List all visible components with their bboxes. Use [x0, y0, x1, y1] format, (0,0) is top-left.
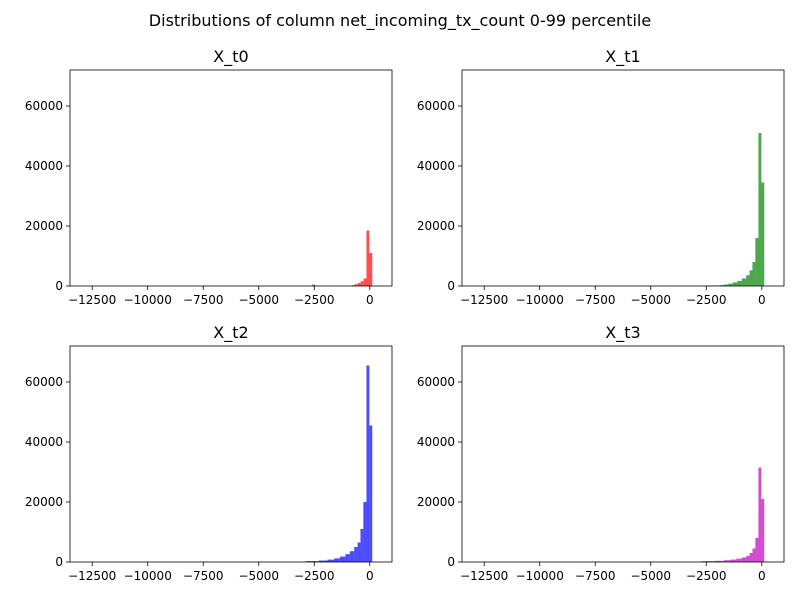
x-tick-label: 0: [366, 293, 374, 307]
histogram-bar: [761, 499, 764, 562]
subplot-title: X_t2: [213, 323, 248, 343]
x-tick-label: −12500: [460, 569, 508, 583]
histogram-bar: [366, 231, 369, 287]
histogram-bar: [750, 553, 753, 562]
histogram-bar: [361, 281, 364, 286]
x-tick-label: −7500: [183, 293, 224, 307]
x-tick-label: −12500: [68, 293, 116, 307]
y-tick-label: 20000: [25, 495, 63, 509]
y-tick-label: 0: [447, 279, 455, 293]
histogram-bar: [742, 279, 746, 287]
x-tick-label: −12500: [460, 293, 508, 307]
y-tick-label: 20000: [417, 219, 455, 233]
histogram-bar: [354, 547, 357, 562]
y-tick-label: 0: [55, 555, 63, 569]
y-tick-label: 20000: [417, 495, 455, 509]
y-tick-label: 0: [447, 555, 455, 569]
x-tick-label: −5000: [630, 293, 671, 307]
histogram-bar: [755, 238, 758, 286]
x-tick-label: −12500: [68, 569, 116, 583]
histogram-bar: [358, 543, 361, 563]
histogram-bar: [742, 558, 746, 563]
histogram-bar: [733, 282, 737, 286]
subplot-title: X_t1: [605, 47, 640, 67]
x-tick-label: −10000: [516, 293, 564, 307]
x-tick-label: −5000: [238, 293, 279, 307]
x-tick-label: −5000: [238, 569, 279, 583]
histogram-bar: [358, 283, 361, 286]
histogram-bar: [350, 551, 354, 562]
histogram-bar: [736, 559, 742, 562]
y-tick-label: 60000: [417, 375, 455, 389]
subplot-title: X_t3: [605, 323, 640, 343]
x-tick-label: −7500: [183, 569, 224, 583]
y-tick-label: 40000: [417, 159, 455, 173]
histogram-bar: [737, 281, 741, 286]
x-tick-label: 0: [758, 569, 766, 583]
y-tick-label: 60000: [25, 99, 63, 113]
histogram-bar: [334, 558, 340, 562]
y-tick-label: 20000: [25, 219, 63, 233]
y-tick-label: 0: [55, 279, 63, 293]
histogram-bar: [369, 426, 372, 563]
x-tick-label: −2500: [686, 293, 727, 307]
histogram-bar: [340, 557, 346, 562]
histogram-bar: [758, 133, 761, 286]
x-tick-label: −5000: [630, 569, 671, 583]
histogram-bar: [755, 538, 758, 562]
x-tick-label: −10000: [124, 569, 172, 583]
x-tick-label: 0: [758, 293, 766, 307]
y-tick-label: 40000: [25, 435, 63, 449]
histogram-bar: [758, 468, 761, 563]
x-tick-label: 0: [366, 569, 374, 583]
x-tick-label: −7500: [575, 293, 616, 307]
x-tick-label: −2500: [686, 569, 727, 583]
y-tick-label: 60000: [417, 99, 455, 113]
x-tick-label: −10000: [516, 569, 564, 583]
histogram-bar: [345, 554, 349, 562]
histogram-bar: [746, 556, 749, 562]
histogram-bar: [360, 529, 363, 562]
x-tick-label: −2500: [294, 569, 335, 583]
x-tick-label: −7500: [575, 569, 616, 583]
subplot-title: X_t0: [213, 47, 248, 67]
y-tick-label: 60000: [25, 375, 63, 389]
x-tick-label: −10000: [124, 293, 172, 307]
x-tick-label: −2500: [294, 293, 335, 307]
y-tick-label: 40000: [25, 159, 63, 173]
histogram-bar: [366, 366, 369, 563]
histogram-bar: [761, 183, 764, 287]
histogram-bar: [750, 270, 753, 286]
y-tick-label: 40000: [417, 435, 455, 449]
histogram-bar: [746, 275, 749, 286]
figure-suptitle: Distributions of column net_incoming_tx_…: [149, 11, 651, 31]
histogram-bar: [752, 549, 755, 563]
histogram-bar: [363, 502, 366, 562]
histogram-bar: [364, 279, 367, 287]
histogram-bar: [752, 262, 755, 286]
histogram-bar: [369, 253, 372, 286]
